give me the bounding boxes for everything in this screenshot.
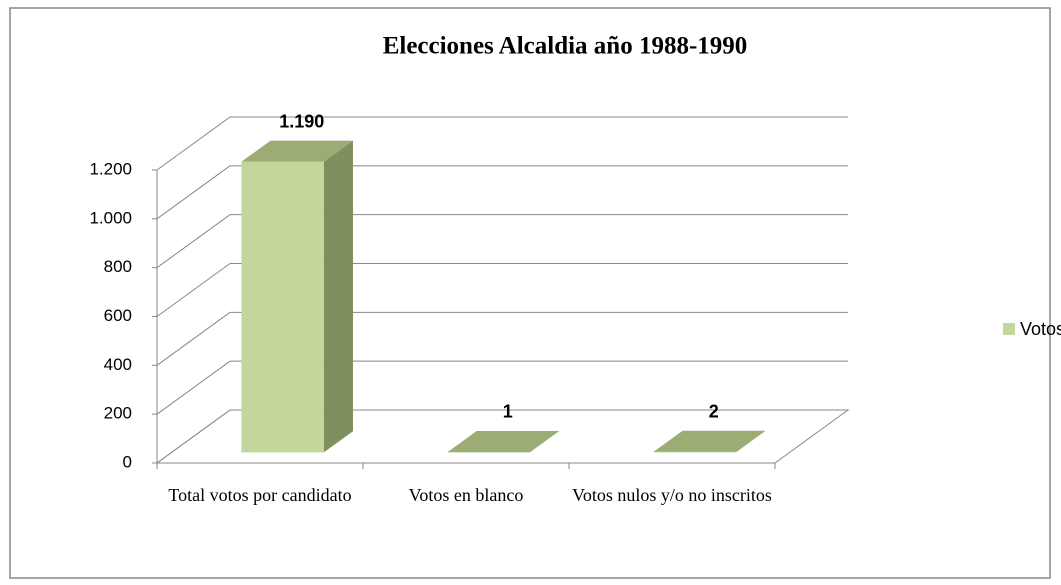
y-tick-label: 200 <box>104 404 132 423</box>
grid-line <box>156 311 231 366</box>
x-tick-label: Total votos por candidato <box>168 485 352 505</box>
legend-label: Votos <box>1020 319 1061 339</box>
bar <box>241 161 324 453</box>
legend-swatch <box>1003 323 1015 335</box>
y-tick-label: 0 <box>123 452 132 471</box>
x-tick-label: Votos nulos y/o no inscritos <box>572 485 772 505</box>
bar-top <box>241 140 353 162</box>
y-tick-label: 1.000 <box>89 208 132 227</box>
chart-frame <box>9 7 1051 579</box>
grid-line <box>156 165 231 220</box>
grid-line <box>156 116 231 171</box>
grid-line <box>156 214 231 269</box>
data-label: 1.190 <box>279 111 324 131</box>
data-label: 2 <box>709 401 719 421</box>
bar-side <box>323 140 353 453</box>
y-tick-label: 400 <box>104 355 132 374</box>
grid-line <box>156 409 231 464</box>
bar-top <box>653 430 765 452</box>
data-label: 1 <box>503 402 513 422</box>
x-tick-label: Votos en blanco <box>408 485 524 505</box>
chart-title: Elecciones Alcaldia año 1988-1990 <box>383 33 748 60</box>
bar-top <box>447 431 559 453</box>
bar-side <box>529 431 559 453</box>
y-tick-label: 600 <box>104 306 132 325</box>
grid-line <box>156 263 231 317</box>
grid-line <box>156 360 231 415</box>
y-tick-label: 1.200 <box>89 159 132 178</box>
y-tick-label: 800 <box>104 257 132 276</box>
bar-side <box>735 430 765 453</box>
